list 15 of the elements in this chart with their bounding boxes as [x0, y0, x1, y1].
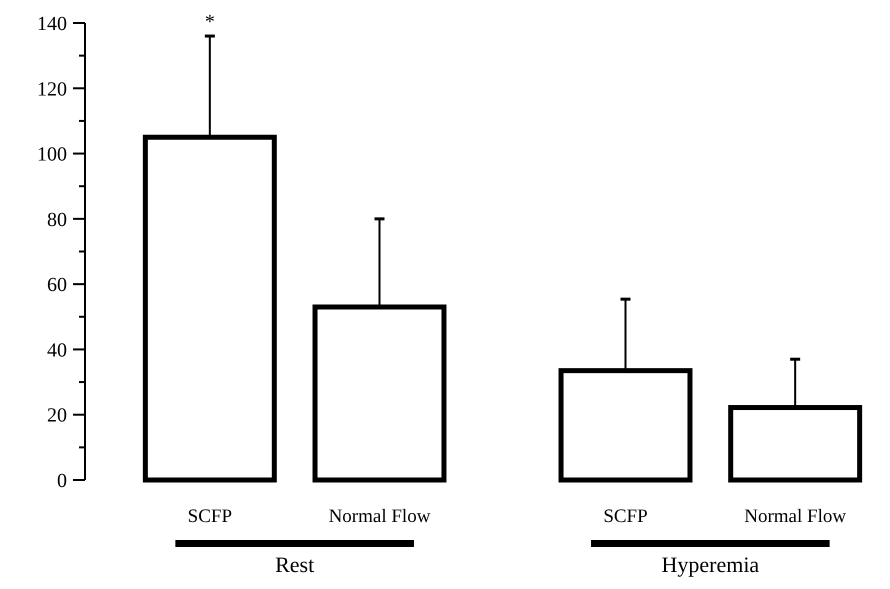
x-tick-label: SCFP — [188, 506, 232, 527]
annotation: * — [204, 11, 215, 34]
y-tick-label: 100 — [37, 144, 67, 166]
y-tick-label: 140 — [37, 13, 67, 35]
y-tick-label: 0 — [57, 470, 67, 492]
text: Hyperemia — [661, 552, 760, 577]
y-tick-label: 80 — [47, 208, 67, 231]
x-tick-label: SCFP — [603, 506, 648, 527]
y-tick-label: 120 — [37, 78, 67, 100]
y-tick-label: 60 — [47, 274, 67, 296]
y-tick-label: 20 — [47, 404, 67, 427]
text: Rest — [275, 552, 314, 577]
y-tick-label: 40 — [47, 339, 67, 362]
x-tick-label: Normal Flow — [328, 506, 431, 527]
x-tick-label: Normal Flow — [744, 506, 846, 527]
